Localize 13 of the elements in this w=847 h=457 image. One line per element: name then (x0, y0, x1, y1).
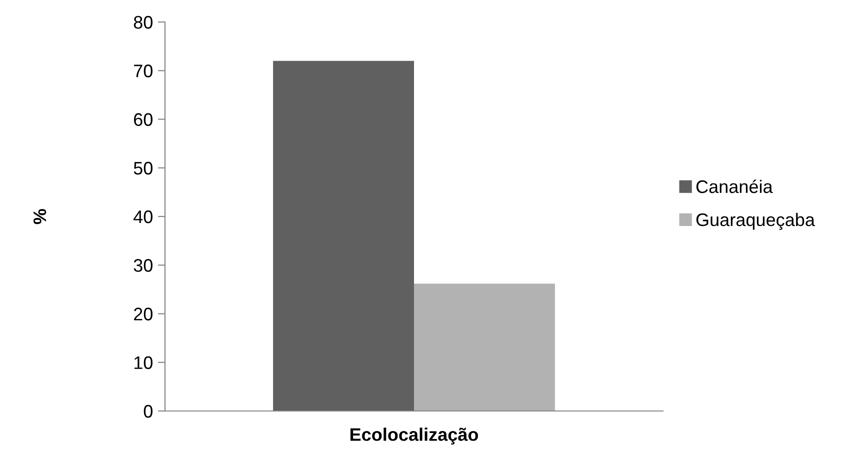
legend-label: Cananéia (696, 180, 773, 194)
x-tick-label: Ecolocalização (350, 428, 478, 444)
legend-label: Guaraqueçaba (696, 212, 815, 230)
y-tick-label: 10 (134, 356, 152, 370)
y-tick-label: 40 (134, 210, 152, 224)
y-tick-label: 70 (134, 64, 152, 78)
y-tick-label: 20 (134, 308, 152, 320)
y-tick-label: 30 (134, 259, 152, 272)
y-tick-label: 80 (134, 16, 152, 29)
y-tick-label: 50 (134, 162, 152, 175)
y-tick-label: 60 (134, 113, 152, 126)
y-tick-label: 0 (144, 404, 152, 418)
y-axis-title: % (33, 208, 46, 224)
